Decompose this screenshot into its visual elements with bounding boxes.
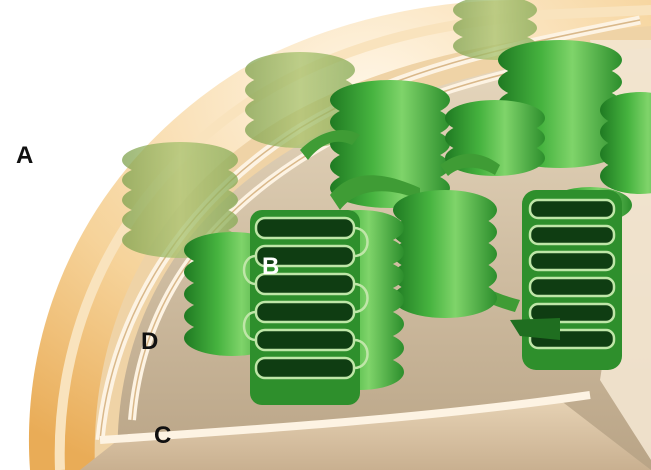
granum-cut-main	[242, 210, 404, 405]
label-b: B	[262, 253, 280, 280]
granum-center-right	[393, 190, 497, 318]
label-c: C	[154, 422, 172, 449]
granum-right-edge	[600, 92, 651, 194]
label-a: A	[16, 142, 34, 169]
label-d: D	[141, 328, 159, 355]
background-grana	[122, 0, 537, 258]
granum-cut-right	[510, 187, 632, 370]
